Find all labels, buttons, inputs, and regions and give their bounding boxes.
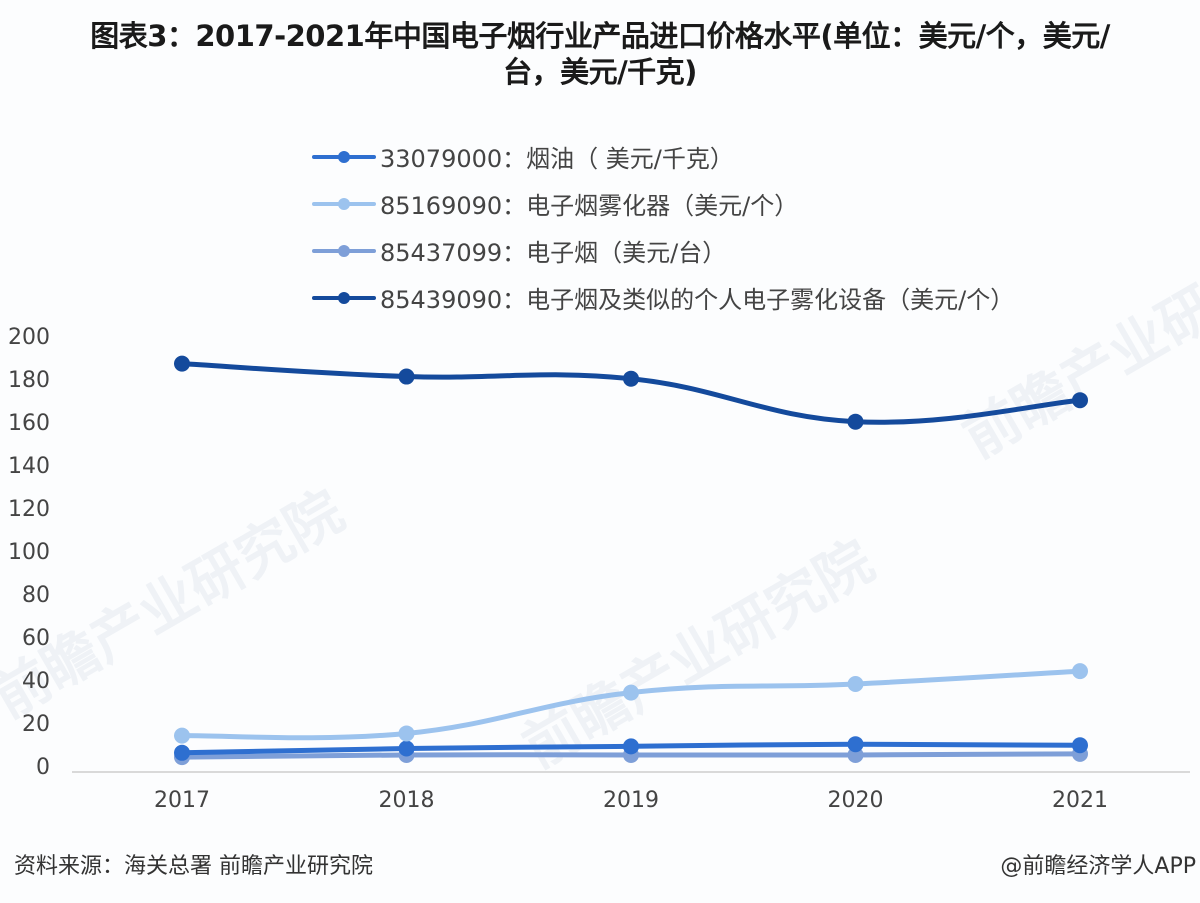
y-tick-label: 100 — [8, 540, 50, 565]
legend-label: 33079000：烟油（ 美元/千克） — [380, 145, 734, 173]
series-line — [174, 663, 1088, 744]
x-tick-label: 2019 — [603, 788, 659, 813]
data-point-marker — [623, 684, 639, 701]
y-tick-label: 120 — [8, 497, 50, 522]
y-tick-label: 80 — [22, 583, 50, 608]
x-tick-label: 2017 — [154, 788, 210, 813]
data-point-marker — [174, 744, 190, 761]
chart-title: 图表3：2017-2021年中国电子烟行业产品进口价格水平(单位：美元/个，美元… — [0, 18, 1200, 90]
data-point-marker — [174, 727, 190, 744]
data-point-marker — [398, 368, 415, 385]
legend-swatch-icon — [312, 150, 376, 163]
data-point-marker — [623, 370, 639, 387]
legend-label: 85437099：电子烟（美元/台） — [380, 239, 727, 267]
series-line — [174, 355, 1088, 430]
legend-label: 85169090：电子烟雾化器（美元/个） — [380, 192, 799, 220]
y-tick-label: 200 — [8, 325, 50, 350]
x-tick-label: 2020 — [827, 788, 884, 813]
data-point-marker — [1072, 392, 1088, 409]
legend-item: 33079000：烟油（ 美元/千克） — [312, 133, 1014, 180]
data-point-marker — [847, 413, 864, 430]
data-point-marker — [398, 740, 415, 757]
data-point-marker — [1072, 737, 1088, 754]
data-point-marker — [847, 736, 864, 753]
y-tick-label: 0 — [36, 755, 50, 780]
x-tick-label: 2018 — [378, 788, 435, 813]
data-point-marker — [1072, 663, 1088, 680]
data-point-marker — [847, 676, 864, 692]
legend: 33079000：烟油（ 美元/千克） 85169090：电子烟雾化器（美元/个）… — [312, 133, 1014, 321]
y-tick-label: 60 — [22, 626, 50, 651]
data-point-marker — [398, 725, 415, 742]
credit-note: @前瞻经济学人APP — [1000, 854, 1196, 879]
source-note: 资料来源：海关总署 前瞻产业研究院 — [14, 854, 373, 879]
legend-swatch-icon — [312, 197, 376, 210]
chart-title-line-2: 台，美元/千克) — [503, 55, 697, 89]
legend-item: 85169090：电子烟雾化器（美元/个） — [312, 180, 1014, 227]
y-tick-label: 140 — [8, 454, 50, 479]
legend-item: 85439090：电子烟及类似的个人电子雾化设备（美元/个） — [312, 274, 1014, 321]
y-tick-label: 40 — [22, 669, 50, 694]
legend-swatch-icon — [312, 291, 376, 304]
y-tick-label: 160 — [8, 411, 50, 436]
data-point-marker — [623, 738, 639, 755]
legend-swatch-icon — [312, 244, 376, 257]
legend-item: 85437099：电子烟（美元/台） — [312, 227, 1014, 274]
x-tick-label: 2021 — [1052, 788, 1108, 813]
series-line — [174, 736, 1088, 761]
y-tick-label: 180 — [8, 368, 50, 393]
y-tick-label: 20 — [22, 712, 50, 737]
legend-label: 85439090：电子烟及类似的个人电子雾化设备（美元/个） — [380, 286, 1015, 314]
chart-title-line-1: 图表3：2017-2021年中国电子烟行业产品进口价格水平(单位：美元/个，美元… — [90, 19, 1110, 53]
data-point-marker — [174, 355, 190, 372]
